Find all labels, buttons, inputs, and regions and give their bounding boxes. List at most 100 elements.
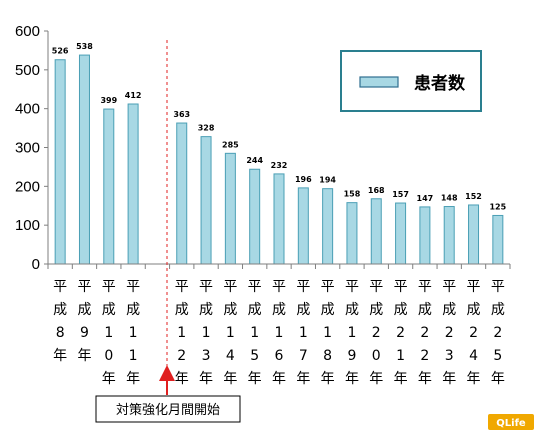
x-category-label: 1 (299, 325, 308, 341)
x-category-label: 年 (53, 348, 67, 364)
data-label: 244 (246, 156, 263, 165)
x-category-label: 成 (77, 302, 91, 318)
x-category-label: 年 (418, 371, 432, 387)
x-category-label: 年 (248, 371, 262, 387)
qlife-logo-bg (488, 414, 534, 430)
bar (78, 54, 90, 265)
x-category-label: 9 (347, 348, 356, 364)
x-category-label: 年 (345, 371, 359, 387)
x-category-label: 年 (126, 371, 140, 387)
x-category-label: 平 (321, 279, 335, 295)
bar (249, 168, 261, 265)
x-category-label: 2 (445, 325, 454, 341)
x-category-label: 年 (223, 371, 237, 387)
x-category-label: 1 (202, 325, 211, 341)
bar (492, 214, 504, 265)
x-category-label: 4 (469, 348, 478, 364)
x-category-label: 成 (272, 302, 286, 318)
bar (419, 206, 431, 265)
x-category-label: 平 (248, 279, 262, 295)
data-label: 148 (441, 194, 458, 203)
x-category-label: 成 (321, 302, 335, 318)
bar (127, 103, 139, 265)
x-category-label: 3 (445, 348, 454, 364)
x-category-label: 平 (467, 279, 481, 295)
x-category-label: 平 (345, 279, 359, 295)
x-category-label: 平 (102, 279, 116, 295)
data-label: 157 (392, 190, 409, 199)
x-category-label: 1 (129, 325, 138, 341)
x-category-label: 8 (56, 325, 65, 341)
data-label: 147 (417, 194, 434, 203)
x-category-label: 年 (175, 371, 189, 387)
bar (200, 136, 212, 265)
x-category-label: 1 (177, 325, 186, 341)
legend-swatch (359, 76, 399, 88)
bar (297, 187, 309, 265)
bar (322, 188, 334, 265)
annotation: 対策強化月間開始 (95, 40, 241, 423)
y-tick-label: 600 (15, 23, 40, 40)
x-axis-labels: 平成8年平成9年平成10年平成11年平成12年平成13年平成14年平成15年平成… (53, 279, 505, 387)
x-category-label: 5 (493, 348, 502, 364)
x-category-label: 成 (53, 302, 67, 318)
x-category-label: 平 (296, 279, 310, 295)
x-category-label: 成 (491, 302, 505, 318)
x-category-label: 年 (442, 371, 456, 387)
x-category-label: 1 (396, 348, 405, 364)
qlife-logo: QLife (488, 414, 534, 430)
bar (468, 204, 480, 265)
x-category-label: 成 (369, 302, 383, 318)
x-category-label: 2 (396, 325, 405, 341)
x-category-label: 1 (226, 325, 235, 341)
x-category-label: 平 (418, 279, 432, 295)
x-category-label: 成 (442, 302, 456, 318)
x-category-label: 1 (104, 325, 113, 341)
y-tick-label: 300 (15, 140, 40, 157)
x-category-label: 平 (369, 279, 383, 295)
x-axis-ticks (47, 264, 511, 269)
x-category-label: 5 (250, 348, 259, 364)
data-label: 285 (222, 140, 239, 149)
x-category-label: 2 (469, 325, 478, 341)
data-label: 194 (319, 176, 336, 185)
qlife-logo-text: QLife (496, 418, 526, 429)
x-category-label: 9 (80, 325, 89, 341)
x-category-label: 成 (199, 302, 213, 318)
x-category-label: 平 (272, 279, 286, 295)
data-label: 328 (198, 124, 215, 133)
x-category-label: 年 (369, 371, 383, 387)
x-category-label: 年 (272, 371, 286, 387)
bars (54, 54, 504, 265)
x-category-label: 平 (442, 279, 456, 295)
y-tick-label: 200 (15, 178, 40, 195)
bar (176, 122, 188, 265)
x-category-label: 成 (345, 302, 359, 318)
bar (346, 202, 358, 265)
y-tick-label: 100 (15, 217, 40, 234)
y-tick-label: 0 (32, 256, 40, 273)
x-category-label: 2 (372, 325, 381, 341)
x-category-label: 0 (372, 348, 381, 364)
data-label: 363 (173, 110, 190, 119)
x-category-label: 1 (129, 348, 138, 364)
x-category-label: 年 (491, 371, 505, 387)
x-category-label: 1 (275, 325, 284, 341)
data-label: 125 (489, 202, 506, 211)
x-category-label: 年 (102, 371, 116, 387)
legend: 患者数 (340, 50, 482, 112)
bar (224, 152, 236, 265)
bar (443, 206, 455, 265)
y-tick-label: 500 (15, 62, 40, 79)
x-category-label: 成 (296, 302, 310, 318)
data-label: 196 (295, 175, 312, 184)
data-label: 152 (465, 192, 482, 201)
x-category-label: 成 (467, 302, 481, 318)
x-category-label: 成 (394, 302, 408, 318)
x-category-label: 2 (177, 348, 186, 364)
x-category-label: 年 (296, 371, 310, 387)
bar (54, 59, 66, 265)
x-category-label: 成 (102, 302, 116, 318)
bar (273, 173, 285, 265)
